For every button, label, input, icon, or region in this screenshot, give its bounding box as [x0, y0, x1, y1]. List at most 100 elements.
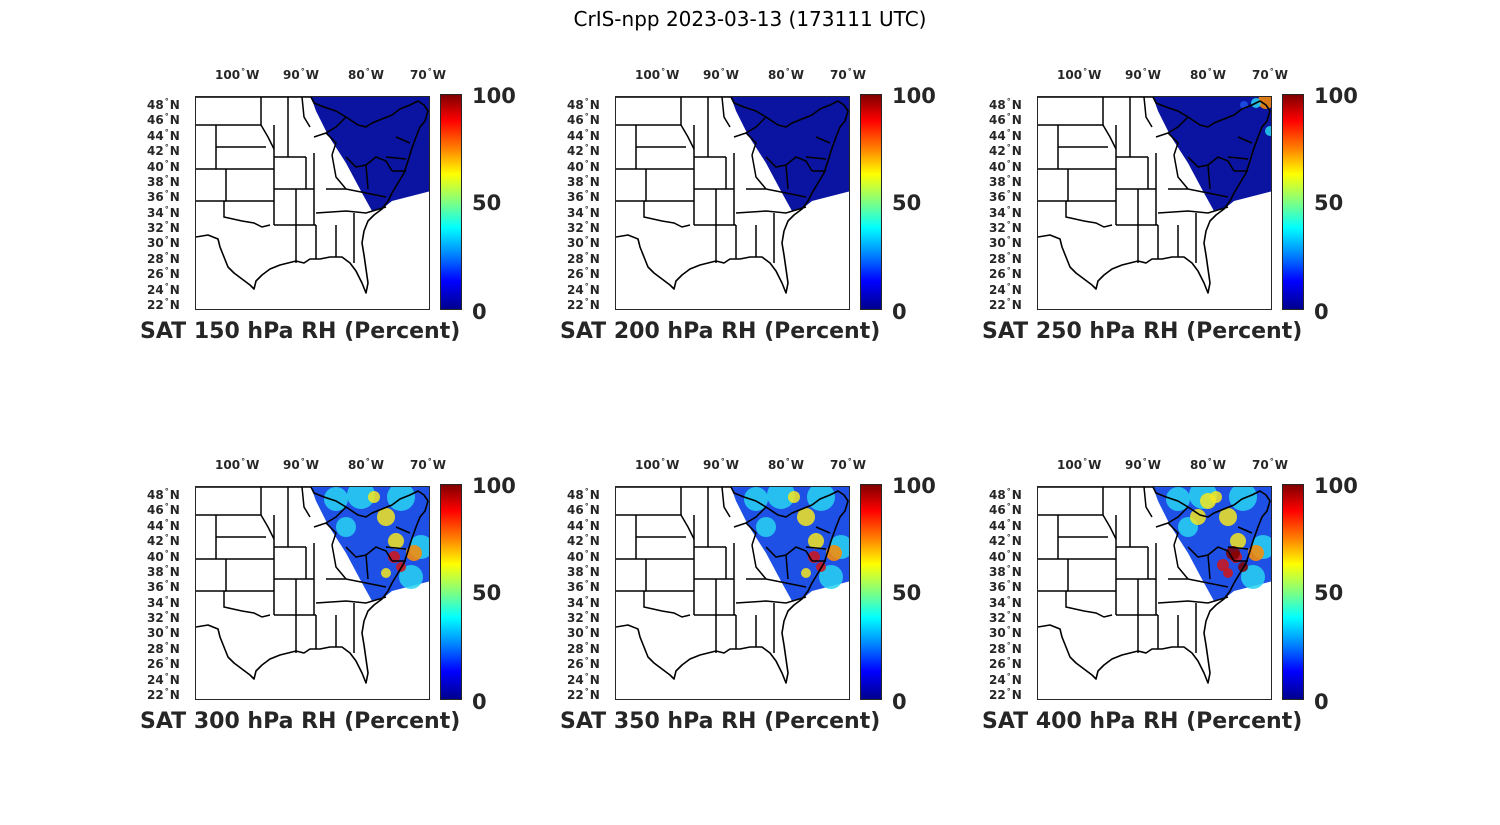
colorbar-min-label: 0	[1314, 300, 1329, 324]
state-border	[746, 578, 807, 588]
state-border	[260, 514, 275, 540]
lat-tick-label: 34°N	[147, 594, 180, 610]
lat-tick-label: 24°N	[567, 671, 600, 687]
lat-tick-label: 46°N	[989, 502, 1022, 518]
lat-tick-label: 40°N	[567, 158, 600, 174]
map-panel-400hpa: 48°N 46°N 44°N 42°N 40°N 38°N 36°N 34°N 32°N 30°N…	[982, 446, 1362, 746]
lat-tick-label: 36°N	[147, 579, 180, 595]
lat-tick-label: 26°N	[989, 266, 1022, 282]
lat-tick-label: 28°N	[147, 640, 180, 656]
state-border	[325, 506, 347, 524]
map-panel-200hpa: 48°N 46°N 44°N 42°N 40°N 38°N 36°N 34°N 32°N 30°N…	[560, 56, 940, 356]
coastline	[616, 487, 849, 684]
rh-data-patch	[808, 533, 824, 549]
lat-tick-label: 46°N	[989, 112, 1022, 128]
colorbar	[1282, 94, 1304, 310]
panel-caption: SAT 300 hPa RH (Percent)	[140, 709, 461, 734]
lat-tick-label: 28°N	[567, 640, 600, 656]
state-border	[733, 132, 757, 156]
map-panel-350hpa: 48°N 46°N 44°N 42°N 40°N 38°N 36°N 34°N 32°N 30°N…	[560, 446, 940, 746]
figure-title: CrIS-npp 2023-03-13 (173111 UTC)	[573, 7, 927, 31]
lat-tick-label: 40°N	[147, 548, 180, 564]
state-border	[1067, 559, 1116, 592]
state-border	[751, 154, 767, 190]
rh-data-patch	[797, 508, 815, 526]
state-border	[345, 156, 393, 172]
state-border	[805, 546, 827, 550]
map-svg	[1038, 487, 1271, 684]
state-border	[1102, 514, 1117, 540]
rh-data-patch	[1190, 509, 1206, 525]
lat-tick-label: 28°N	[989, 250, 1022, 266]
lat-tick-label: 24°N	[567, 281, 600, 297]
lon-tick-label: 100°W	[215, 457, 260, 472]
satellite-swath	[731, 97, 849, 211]
lat-tick-label: 38°N	[147, 173, 180, 189]
lat-tick-label: 42°N	[989, 533, 1022, 549]
lat-tick-label: 36°N	[147, 189, 180, 205]
state-border	[735, 596, 807, 604]
state-border	[1155, 522, 1179, 546]
rh-data-patch	[826, 545, 842, 561]
lat-tick-label: 36°N	[567, 579, 600, 595]
rh-data-patch	[1230, 533, 1246, 549]
lat-tick-label: 22°N	[147, 687, 180, 702]
lon-tick-label: 90°W	[703, 67, 739, 82]
coastline	[1038, 487, 1271, 684]
lat-tick-label: 38°N	[147, 563, 180, 579]
state-border	[1065, 201, 1113, 228]
lon-tick-label: 80°W	[1190, 67, 1226, 82]
lat-tick-label: 44°N	[567, 517, 600, 533]
state-border	[1067, 169, 1116, 202]
lon-tick-label: 90°W	[283, 67, 319, 82]
satellite-swath	[311, 487, 429, 601]
state-border	[313, 132, 337, 156]
colorbar	[440, 484, 462, 700]
lat-tick-label: 34°N	[989, 204, 1022, 220]
rh-data-patch	[336, 517, 356, 537]
lat-tick-label: 30°N	[567, 625, 600, 641]
map-plot-area	[1037, 96, 1272, 310]
lon-tick-label: 80°W	[1190, 457, 1226, 472]
lat-tick-label: 22°N	[147, 297, 180, 312]
lat-tick-label: 32°N	[147, 610, 180, 626]
lon-tick-label: 70°W	[1252, 67, 1288, 82]
state-border	[643, 591, 691, 618]
state-border	[1167, 116, 1189, 134]
state-border	[733, 522, 757, 546]
state-border	[325, 116, 347, 134]
map-panel-300hpa: 48°N 46°N 44°N 42°N 40°N 38°N 36°N 34°N 32°N 30°N…	[140, 446, 520, 746]
rh-data-patch	[819, 565, 843, 589]
state-border	[1173, 544, 1189, 580]
lat-tick-label: 48°N	[147, 97, 180, 112]
state-border	[395, 136, 411, 144]
lat-tick-label: 34°N	[567, 204, 600, 220]
rh-data-patch	[1217, 559, 1229, 571]
panel-caption: SAT 400 hPa RH (Percent)	[982, 709, 1303, 734]
colorbar	[860, 94, 882, 310]
satellite-swath	[1153, 97, 1271, 211]
lat-tick-label: 42°N	[147, 143, 180, 159]
state-border	[1207, 164, 1211, 190]
lat-tick-label: 32°N	[147, 220, 180, 236]
lon-tick-label: 80°W	[348, 67, 384, 82]
colorbar-max-label: 100	[892, 474, 936, 498]
lat-tick-label: 30°N	[147, 625, 180, 641]
lon-tick-label: 80°W	[348, 457, 384, 472]
state-border	[1102, 124, 1117, 150]
lat-tick-label: 30°N	[567, 235, 600, 251]
panel-caption: SAT 150 hPa RH (Percent)	[140, 319, 461, 344]
lat-tick-label: 48°N	[989, 487, 1022, 502]
satellite-swath	[731, 487, 849, 601]
map-svg	[1038, 97, 1271, 294]
rh-data-patch	[1258, 97, 1271, 109]
lat-tick-label: 44°N	[989, 517, 1022, 533]
state-border	[1155, 132, 1179, 156]
lat-tick-label: 44°N	[989, 127, 1022, 143]
lat-tick-label: 42°N	[989, 143, 1022, 159]
map-svg	[616, 487, 849, 684]
lon-tick-label: 70°W	[410, 457, 446, 472]
map-svg	[196, 97, 429, 294]
state-border	[301, 97, 311, 128]
state-border	[365, 164, 369, 190]
